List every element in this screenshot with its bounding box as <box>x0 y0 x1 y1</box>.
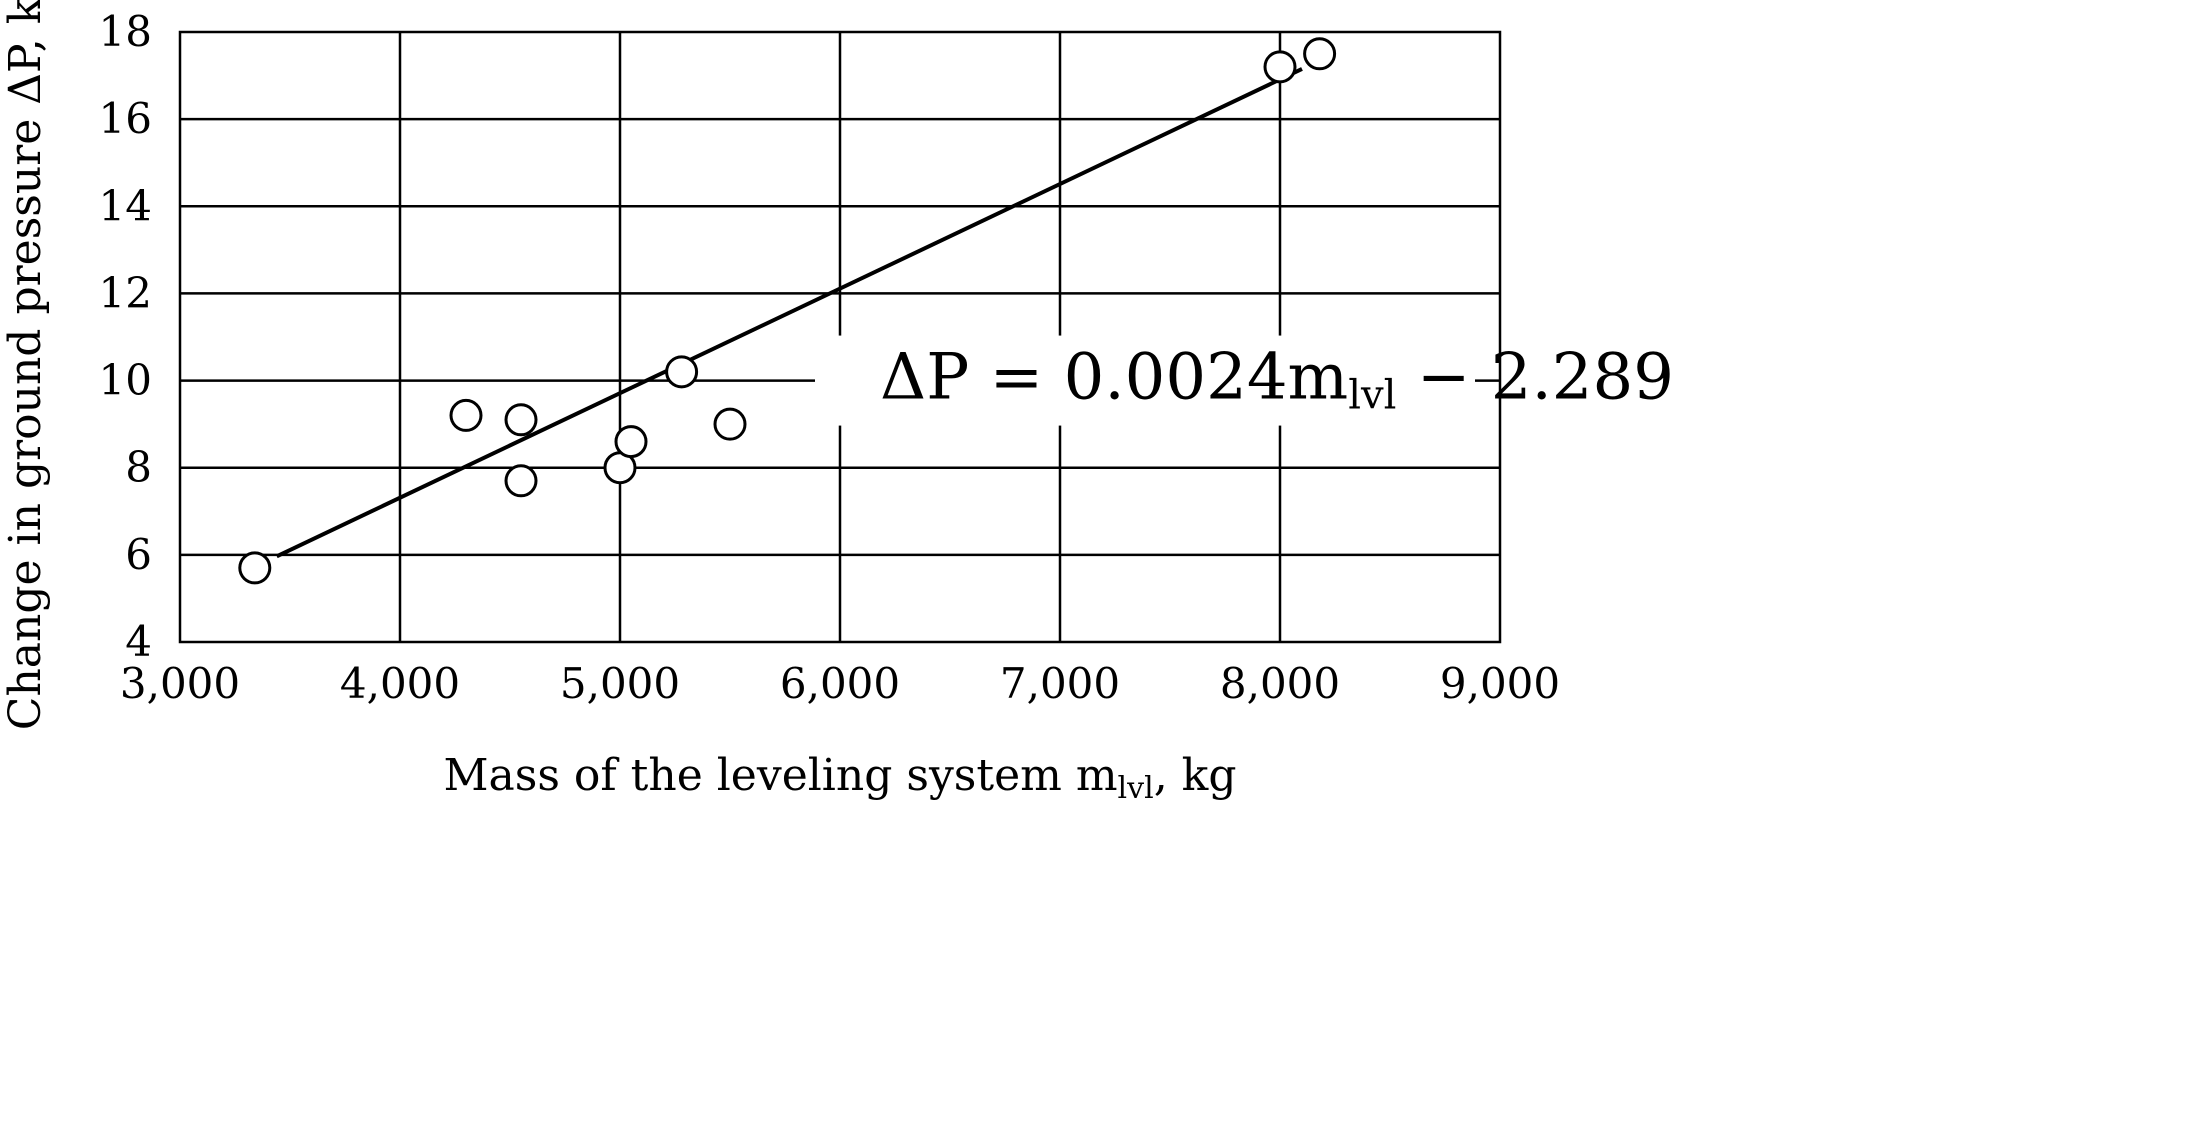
x-tick-label: 5,000 <box>560 659 680 708</box>
x-tick-label: 9,000 <box>1440 659 1560 708</box>
y-axis-title: Change in ground pressure ΔP, kPa <box>0 0 51 730</box>
equation-lhs: ΔP = 0.0024 <box>880 341 1288 415</box>
x-tick-label: 3,000 <box>120 659 240 708</box>
x-tick-label: 6,000 <box>780 659 900 708</box>
data-point <box>504 403 538 437</box>
x-tick-label: 7,000 <box>1000 659 1120 708</box>
equation-background <box>815 335 1475 426</box>
data-point <box>614 425 648 459</box>
y-tick-label: 10 <box>99 356 152 405</box>
data-point <box>449 398 483 432</box>
data-points <box>238 37 1337 585</box>
y-tick-label: 8 <box>125 443 152 492</box>
y-tick-labels: 4 6 8 10 12 14 16 18 <box>99 7 152 666</box>
trendline-equation: ΔP = 0.0024mlvl − 2.289 <box>880 341 1674 419</box>
data-point <box>1303 37 1337 71</box>
y-tick-label: 12 <box>99 268 152 317</box>
equation-var: m <box>1288 341 1349 415</box>
x-tick-labels: 3,000 4,000 5,000 6,000 7,000 8,000 9,000 <box>120 659 1560 708</box>
y-tick-label: 4 <box>125 617 152 666</box>
y-tick-label: 14 <box>99 181 152 230</box>
x-axis-title-var: m <box>1076 750 1118 801</box>
x-tick-label: 8,000 <box>1220 659 1340 708</box>
plot-frame <box>178 30 1502 644</box>
x-axis-title: Mass of the leveling system mlvl, kg <box>443 750 1236 806</box>
data-point <box>504 464 538 498</box>
data-point <box>1263 50 1297 84</box>
equation-rhs: − 2.289 <box>1396 341 1674 415</box>
x-tick-label: 4,000 <box>340 659 460 708</box>
y-tick-label: 6 <box>125 530 152 579</box>
equation-sub: lvl <box>1348 373 1396 419</box>
data-point <box>713 407 747 441</box>
y-tick-label: 18 <box>99 7 152 56</box>
trendline <box>275 67 1303 559</box>
data-point <box>665 355 699 389</box>
x-axis-title-unit: , kg <box>1154 750 1237 801</box>
x-axis-title-text: Mass of the leveling system <box>443 750 1075 801</box>
x-axis-title-sub: lvl <box>1118 771 1154 806</box>
y-tick-label: 16 <box>99 94 152 143</box>
data-point <box>238 551 272 585</box>
